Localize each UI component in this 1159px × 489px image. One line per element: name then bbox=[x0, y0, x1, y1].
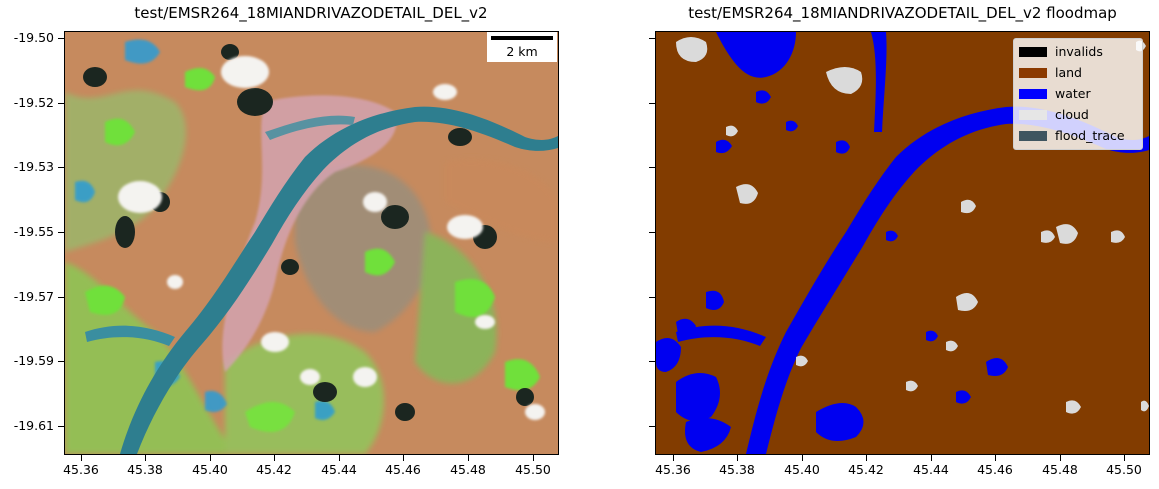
x-tick bbox=[81, 455, 82, 461]
x-tick bbox=[1124, 455, 1125, 461]
legend-swatch bbox=[1019, 109, 1047, 120]
legend-swatch bbox=[1019, 67, 1047, 78]
floodmap: invalids land water cloud flood_trace bbox=[655, 31, 1150, 455]
y-tick bbox=[58, 38, 64, 39]
x-tick bbox=[802, 455, 803, 461]
y-tick bbox=[58, 297, 64, 298]
y-tick bbox=[58, 426, 64, 427]
x-tick bbox=[866, 455, 867, 461]
y-tick bbox=[649, 38, 655, 39]
x-tick bbox=[995, 455, 996, 461]
y-tick-label: -19.57 bbox=[13, 289, 54, 304]
y-tick bbox=[58, 232, 64, 233]
x-tick-label: 45.50 bbox=[515, 462, 551, 477]
x-tick bbox=[210, 455, 211, 461]
x-tick-label: 45.38 bbox=[719, 462, 755, 477]
legend: invalids land water cloud flood_trace bbox=[1013, 38, 1143, 150]
legend-item-invalids: invalids bbox=[1019, 41, 1136, 62]
x-tick bbox=[274, 455, 275, 461]
legend-item-land: land bbox=[1019, 62, 1136, 83]
legend-swatch bbox=[1019, 88, 1047, 99]
legend-label: flood_trace bbox=[1055, 128, 1125, 143]
scale-bar: 2 km bbox=[487, 32, 557, 62]
x-tick bbox=[339, 455, 340, 461]
y-tick bbox=[58, 167, 64, 168]
y-tick bbox=[649, 232, 655, 233]
x-tick-label: 45.40 bbox=[192, 462, 228, 477]
x-tick-label: 45.44 bbox=[321, 462, 357, 477]
legend-label: water bbox=[1055, 86, 1091, 101]
x-tick-label: 45.36 bbox=[63, 462, 99, 477]
y-tick-label: -19.50 bbox=[13, 30, 54, 45]
legend-swatch bbox=[1019, 46, 1047, 57]
legend-item-water: water bbox=[1019, 83, 1136, 104]
scale-bar-line bbox=[491, 36, 553, 40]
x-tick-label: 45.40 bbox=[784, 462, 820, 477]
y-tick bbox=[649, 103, 655, 104]
y-tick bbox=[649, 297, 655, 298]
y-tick bbox=[649, 361, 655, 362]
x-tick-label: 45.44 bbox=[913, 462, 949, 477]
x-tick bbox=[1060, 455, 1061, 461]
x-tick-label: 45.42 bbox=[256, 462, 292, 477]
x-tick-label: 45.48 bbox=[450, 462, 486, 477]
x-tick-label: 45.46 bbox=[977, 462, 1013, 477]
x-tick bbox=[673, 455, 674, 461]
y-tick bbox=[649, 426, 655, 427]
x-tick-label: 45.46 bbox=[385, 462, 421, 477]
x-tick bbox=[468, 455, 469, 461]
legend-item-cloud: cloud bbox=[1019, 104, 1136, 125]
y-tick bbox=[649, 167, 655, 168]
scale-bar-label: 2 km bbox=[506, 44, 538, 59]
x-tick-label: 45.42 bbox=[848, 462, 884, 477]
x-tick bbox=[737, 455, 738, 461]
x-tick bbox=[533, 455, 534, 461]
x-tick bbox=[145, 455, 146, 461]
legend-label: invalids bbox=[1055, 44, 1103, 59]
x-tick-label: 45.36 bbox=[655, 462, 691, 477]
x-tick bbox=[931, 455, 932, 461]
right-panel-title: test/EMSR264_18MIANDRIVAZODETAIL_DEL_v2 … bbox=[688, 4, 1117, 22]
x-tick bbox=[403, 455, 404, 461]
legend-item-flood-trace: flood_trace bbox=[1019, 125, 1136, 146]
y-tick-label: -19.61 bbox=[13, 418, 54, 433]
y-tick bbox=[58, 361, 64, 362]
x-tick-label: 45.38 bbox=[127, 462, 163, 477]
y-tick-label: -19.53 bbox=[13, 159, 54, 174]
y-tick bbox=[58, 103, 64, 104]
x-tick-label: 45.50 bbox=[1106, 462, 1142, 477]
legend-swatch bbox=[1019, 130, 1047, 141]
y-tick-label: -19.59 bbox=[13, 353, 54, 368]
legend-label: cloud bbox=[1055, 107, 1089, 122]
legend-label: land bbox=[1055, 65, 1082, 80]
y-tick-label: -19.55 bbox=[13, 224, 54, 239]
y-tick-label: -19.52 bbox=[13, 95, 54, 110]
rgb-satellite-map: 2 km bbox=[64, 31, 559, 455]
rgb-image bbox=[65, 32, 558, 454]
left-panel-title: test/EMSR264_18MIANDRIVAZODETAIL_DEL_v2 bbox=[134, 4, 488, 22]
x-tick-label: 45.48 bbox=[1042, 462, 1078, 477]
